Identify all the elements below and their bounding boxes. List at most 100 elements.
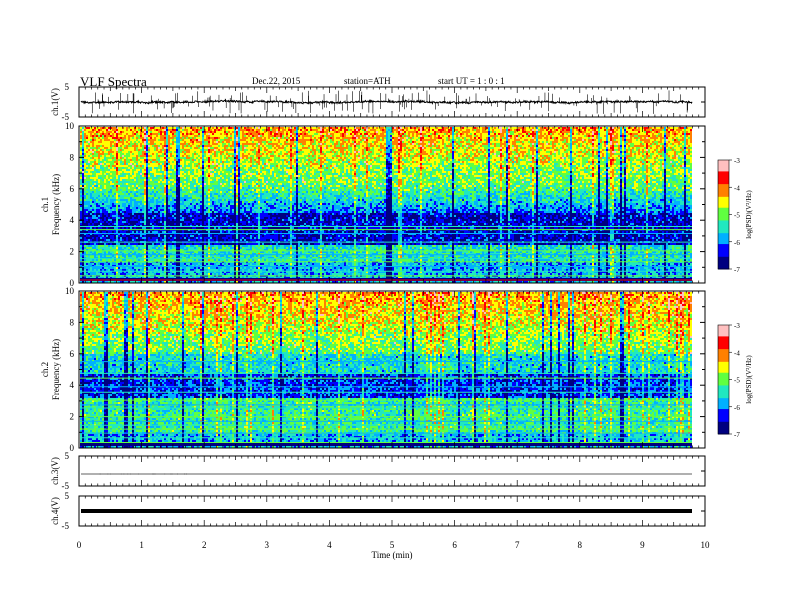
spectrogram-cell — [182, 167, 184, 169]
spectrogram-cell — [92, 185, 94, 187]
spectrogram-cell — [176, 149, 178, 151]
spectrogram-cell — [110, 179, 112, 181]
spectrogram-cell — [182, 215, 184, 217]
spectrogram-cell — [154, 159, 156, 161]
spectrogram-cell — [80, 201, 82, 203]
spectrogram-cell — [92, 203, 94, 205]
spectrogram-cell — [180, 169, 182, 171]
spectrogram-cell — [126, 193, 128, 195]
spectrogram-cell — [194, 247, 196, 249]
spectrogram-cell — [132, 259, 134, 261]
spectrogram-cell — [150, 201, 152, 203]
spectrogram-cell — [132, 243, 134, 245]
spectrogram-cell — [110, 141, 112, 143]
spectrogram-cell — [176, 197, 178, 199]
spectrogram-cell — [140, 213, 142, 215]
spectrogram-cell — [196, 183, 198, 185]
spectrogram-cell — [174, 143, 176, 145]
spectrogram-cell — [122, 195, 124, 197]
spectrogram-cell — [188, 149, 190, 151]
spectrogram-cell — [180, 217, 182, 219]
spectrogram-cell — [90, 259, 92, 261]
spectrogram-cell — [176, 165, 178, 167]
spectrogram-cell — [144, 129, 146, 131]
spectrogram-cell — [164, 163, 166, 165]
spectrogram-cell — [84, 245, 86, 247]
spectrogram-cell — [192, 131, 194, 133]
spectrogram-cell — [120, 255, 122, 257]
spectrogram-cell — [180, 209, 182, 211]
spectrogram-cell — [188, 159, 190, 161]
spectrogram-cell — [116, 173, 118, 175]
spectrogram-cell — [196, 209, 198, 211]
spectrogram-cell — [114, 191, 116, 193]
spectrogram-cell — [124, 173, 126, 175]
spectrogram-cell — [100, 133, 102, 135]
spectrogram-cell — [136, 181, 138, 183]
spectrogram-cell — [104, 173, 106, 175]
spectrogram-cell — [88, 197, 90, 199]
spectrogram-cell — [146, 263, 148, 265]
spectrogram-cell — [184, 203, 186, 205]
spectrogram-cell — [80, 155, 82, 157]
spectrogram-cell — [170, 197, 172, 199]
spectrogram-cell — [130, 219, 132, 221]
spectrogram-cell — [166, 245, 168, 247]
spectrogram-cell — [108, 215, 110, 217]
spectrogram-cell — [154, 141, 156, 143]
spectrogram-cell — [136, 157, 138, 159]
spectrogram-cell — [152, 211, 154, 213]
spectrogram-cell — [152, 163, 154, 165]
spectrogram-cell — [142, 239, 144, 241]
spectrogram-cell — [90, 197, 92, 199]
spectrogram-cell — [98, 187, 100, 189]
spectrogram-cell — [184, 235, 186, 237]
spectrogram-cell — [92, 139, 94, 141]
spectrogram-cell — [160, 173, 162, 175]
spectrogram-cell — [168, 157, 170, 159]
spectrogram-cell — [186, 267, 188, 269]
spectrogram-cell — [150, 223, 152, 225]
spectrogram-cell — [168, 219, 170, 221]
spectrogram-cell — [96, 209, 98, 211]
spectrogram-cell — [166, 171, 168, 173]
spectrogram-cell — [142, 235, 144, 237]
spectrogram-cell — [110, 245, 112, 247]
spectrogram-cell — [176, 255, 178, 257]
spectrogram-cell — [130, 245, 132, 247]
spectrogram-cell — [146, 143, 148, 145]
spectrogram-cell — [124, 201, 126, 203]
spectrogram-cell — [88, 147, 90, 149]
spectrogram-cell — [94, 199, 96, 201]
spectrogram-cell — [180, 231, 182, 233]
spectrogram-cell — [80, 137, 82, 139]
spectrogram-cell — [116, 201, 118, 203]
spectrogram-cell — [164, 231, 166, 233]
spectrogram-cell — [146, 157, 148, 159]
spectrogram-cell — [190, 195, 192, 197]
spectrogram-cell — [124, 211, 126, 213]
spectrogram-cell — [162, 177, 164, 179]
spectrogram-cell — [196, 193, 198, 195]
spectrogram-cell — [102, 143, 104, 145]
spectrogram-cell — [118, 179, 120, 181]
spectrogram-cell — [128, 177, 130, 179]
spectrogram-cell — [150, 205, 152, 207]
spectrogram-cell — [190, 145, 192, 147]
spectrogram-cell — [90, 167, 92, 169]
spectrogram-cell — [146, 173, 148, 175]
spectrogram-cell — [88, 163, 90, 165]
spectrogram-cell — [110, 215, 112, 217]
spectrogram-cell — [168, 231, 170, 233]
spectrogram-cell — [88, 173, 90, 175]
spectrogram-cell — [178, 207, 180, 209]
spectrogram-cell — [174, 147, 176, 149]
spectrogram-cell — [90, 219, 92, 221]
spectrogram-cell — [176, 195, 178, 197]
spectrogram-cell — [184, 217, 186, 219]
spectrogram-cell — [194, 259, 196, 261]
spectrogram-cell — [196, 219, 198, 221]
spectrogram-cell — [90, 205, 92, 207]
spectrogram-cell — [118, 197, 120, 199]
spectrogram-cell — [192, 155, 194, 157]
